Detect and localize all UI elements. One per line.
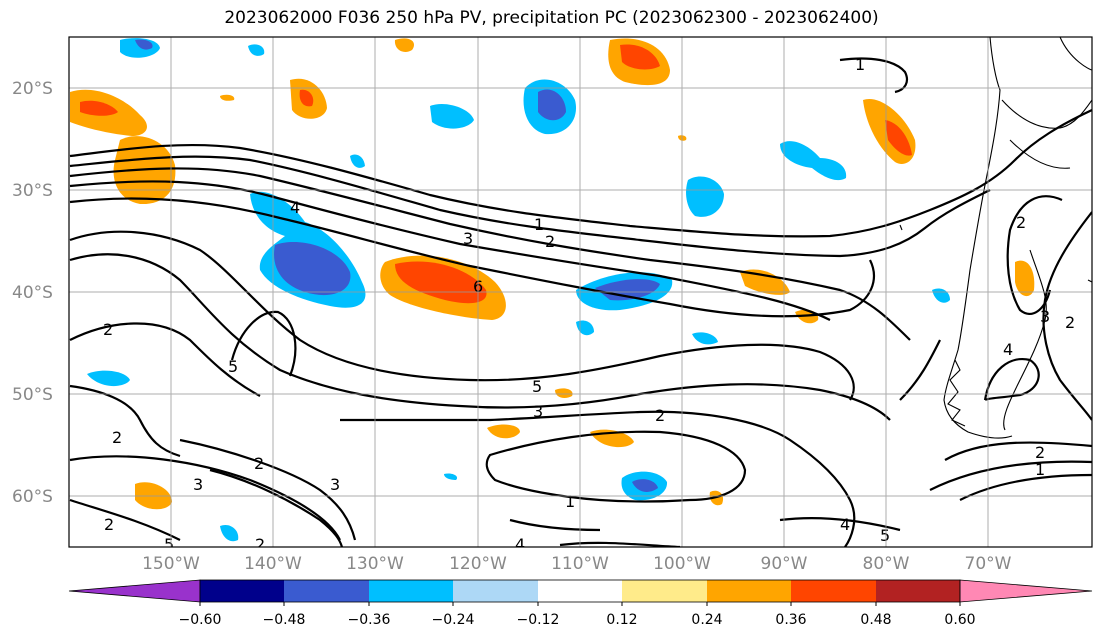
colorbar-swatch <box>707 580 791 602</box>
lat-label: 20°S <box>12 79 53 99</box>
colorbar-outline <box>199 579 961 603</box>
contour-label: 1 <box>565 492 575 511</box>
colorbar-tick-label: −0.60 <box>179 612 222 628</box>
colorbar-extend-max <box>959 579 1093 603</box>
lat-label: 60°S <box>12 487 53 507</box>
lon-label: 140°W <box>244 554 302 574</box>
contour-label: 3 <box>1040 307 1050 326</box>
pv-contours <box>69 57 1092 547</box>
contour-labels: 1 2 3 4 5 6 1 2 3 5 2 2 3 3 2 1 4 5 2 1 … <box>103 55 1075 554</box>
lon-label: 150°W <box>142 554 200 574</box>
lon-label: 90°W <box>761 554 808 574</box>
colorbar-swatches <box>68 579 1093 606</box>
lon-label: 100°W <box>653 554 711 574</box>
contour-label: 2 <box>655 406 665 425</box>
colorbar-swatch <box>876 580 960 602</box>
contour-label: 4 <box>1003 340 1013 359</box>
colorbar-labels: −0.60 −0.48 −0.36 −0.24 −0.12 0.12 0.24 … <box>179 612 976 628</box>
colorbar-swatch <box>200 580 284 602</box>
colorbar-swatch <box>453 580 538 602</box>
contour-label: 2 <box>1035 443 1045 462</box>
lat-label: 40°S <box>12 283 53 303</box>
longitude-labels: 150°W 140°W 130°W 120°W 110°W 100°W 90°W… <box>142 554 1012 574</box>
precip-positive-areas <box>70 38 1035 510</box>
contour-label: 2 <box>255 535 265 554</box>
contour-label: 2 <box>1065 313 1075 332</box>
lon-label: 80°W <box>863 554 910 574</box>
colorbar-tick-label: 0.24 <box>691 612 722 628</box>
contour-label: 5 <box>228 357 238 376</box>
map-title: 2023062000 F036 250 hPa PV, precipitatio… <box>224 8 879 28</box>
colorbar-swatch <box>538 580 622 602</box>
colorbar-tick-label: 0.60 <box>944 612 975 628</box>
contour-label: 4 <box>515 535 525 554</box>
precip-negative-areas <box>87 38 950 542</box>
lon-label: 120°W <box>449 554 507 574</box>
contour-label: 4 <box>840 515 850 534</box>
colorbar-tick-label: −0.48 <box>263 612 306 628</box>
contour-label: 3 <box>533 402 543 421</box>
contour-label: 2 <box>103 320 113 339</box>
colorbar-tick-label: −0.12 <box>517 612 560 628</box>
contour-label: 4 <box>290 198 300 217</box>
colorbar-extend-min <box>68 579 201 603</box>
colorbar: −0.60 −0.48 −0.36 −0.24 −0.12 0.12 0.24 … <box>68 579 1093 628</box>
contour-label: 5 <box>164 535 174 554</box>
contour-label: 2 <box>254 454 264 473</box>
contour-label: 2 <box>104 515 114 534</box>
contour-label: 3 <box>193 475 203 494</box>
contour-label: 3 <box>463 229 473 248</box>
contour-label: 3 <box>330 475 340 494</box>
colorbar-tick-label: −0.24 <box>432 612 475 628</box>
contour-label: 5 <box>880 526 890 545</box>
colorbar-swatch <box>369 580 453 602</box>
latitude-labels: 20°S 30°S 40°S 50°S 60°S <box>12 79 53 507</box>
map-frame <box>68 36 1093 548</box>
gridlines <box>69 37 1092 547</box>
lat-label: 30°S <box>12 181 53 201</box>
colorbar-tick-label: −0.36 <box>348 612 391 628</box>
colorbar-swatch <box>284 580 369 602</box>
lat-label: 50°S <box>12 385 53 405</box>
colorbar-swatch <box>622 580 707 602</box>
contour-label: 1 <box>855 55 865 74</box>
lon-label: 130°W <box>346 554 404 574</box>
lon-label: 70°W <box>965 554 1012 574</box>
colorbar-tick-label: 0.12 <box>606 612 637 628</box>
contour-label: 2 <box>545 232 555 251</box>
colorbar-swatch <box>791 580 876 602</box>
contour-label: 2 <box>112 428 122 447</box>
contour-label: 1 <box>534 215 544 234</box>
coastlines <box>899 37 1092 439</box>
contour-label: 5 <box>532 377 542 396</box>
contour-label: 1 <box>1035 460 1045 479</box>
colorbar-tick-label: 0.36 <box>775 612 806 628</box>
lon-label: 110°W <box>551 554 609 574</box>
colorbar-tick-label: 0.48 <box>860 612 891 628</box>
contour-label: 2 <box>1016 213 1026 232</box>
